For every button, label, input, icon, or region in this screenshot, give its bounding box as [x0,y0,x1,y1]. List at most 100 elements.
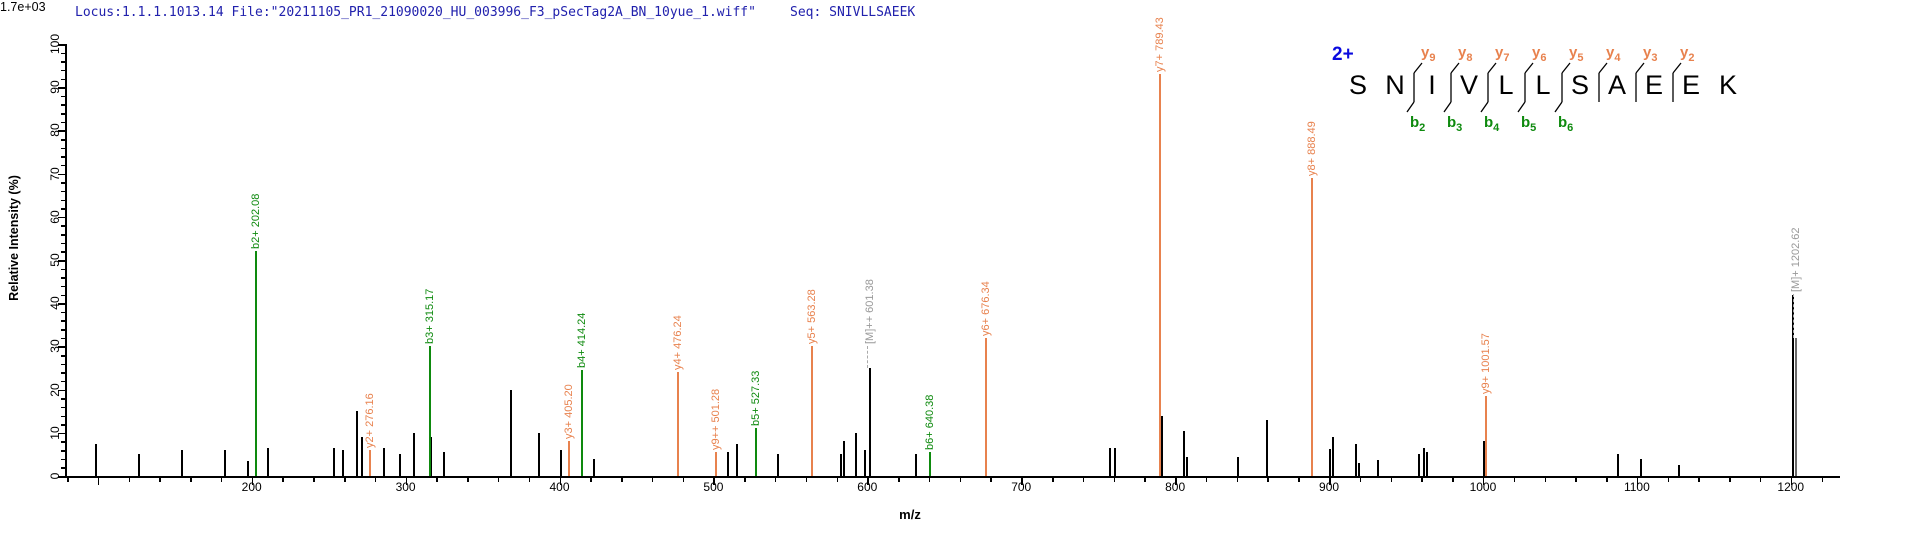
residue-letter: S [1570,70,1589,100]
peak-annotation-label: b6+ 640.38 [924,394,937,451]
y-major-tick [58,303,65,305]
x-minor-tick [1267,478,1269,482]
precursor-pointer-line [1792,293,1794,338]
x-minor-tick [898,478,900,482]
spectrum-peak-y4 [676,372,679,476]
peak-annotation-label: [M]+ 1202.62 [1789,227,1802,292]
spectrum-peak [864,450,867,476]
x-minor-tick [1359,478,1362,482]
y-minor-tick [61,61,65,63]
y-minor-tick [61,406,65,409]
spectrum-peak [1185,456,1188,476]
y-minor-tick [61,69,65,72]
spectrum-peak [223,450,226,476]
x-minor-tick [774,478,777,482]
y-minor-tick [61,251,65,253]
y-tick-label: 0 [48,472,62,480]
y-major-tick [58,476,65,478]
y-minor-tick [61,450,65,452]
x-major-tick [1790,478,1793,485]
residue-letter: V [1459,70,1478,100]
spectrum-peak [855,432,857,476]
x-major-tick [1482,478,1485,485]
residue-letter: L [1498,70,1514,100]
y-tick-label: 10 [48,426,62,440]
x-tick-label: 200 [241,480,262,494]
spectrum-peak [247,460,250,476]
y-minor-tick [61,95,65,98]
spectrum-peak-b6 [929,452,932,476]
y-minor-tick [61,190,65,193]
y-minor-tick [61,208,65,210]
spectrum-peak [267,447,270,476]
y-tick-label: 20 [48,382,62,397]
x-minor-tick [1729,478,1731,482]
peak-annotation-label: b2+ 202.08 [249,193,262,250]
spectrum-peak [1678,464,1681,476]
x-minor-tick [1390,478,1393,482]
x-major-tick [1329,478,1331,485]
y-minor-tick [61,355,65,357]
spectrum-peak [593,458,596,476]
spectrum-peak [382,447,385,476]
y-major-tick [58,346,65,348]
peak-annotation-label: y7+ 789.43 [1153,17,1166,73]
y-minor-tick [61,164,65,167]
peak-annotation-label: b4+ 414.24 [576,312,589,369]
peak-annotation-label: y9+ 1001.57 [1480,333,1493,395]
x-minor-tick [436,478,438,482]
spectrum-peak [1236,456,1239,476]
y-minor-tick [61,199,65,202]
x-tick-label: 900 [1319,480,1340,494]
locus-file-header: Locus:1.1.1.1013.14 File:"20211105_PR1_2… [75,5,756,20]
y-major-tick [58,87,65,89]
spectrum-peak-y9 [1485,396,1488,476]
y-minor-tick [61,285,65,288]
cleavage-marker [1554,62,1571,113]
cleavage-marker [1598,62,1608,102]
y-minor-tick [61,225,65,227]
y-tick-label: 90 [48,80,62,94]
y-minor-tick [61,441,65,443]
x-minor-tick [959,478,962,482]
x-tick-label: 1100 [1623,480,1650,494]
y-tick-label: 30 [48,339,62,354]
intensity-scale-max: 1.7e+03 [0,0,46,14]
spectrum-peak [360,437,363,476]
y-minor-tick [61,424,65,426]
spectrum-peak [736,443,739,476]
y-minor-tick [61,234,65,236]
x-minor-tick [805,478,808,482]
spectrum-peak [180,450,183,476]
x-tick-label: 800 [1165,480,1186,494]
y-major-tick [58,216,65,219]
spectrum-peak [356,411,359,476]
residue-letter: K [1718,70,1737,100]
b-ion-label: b2 [1410,114,1426,134]
cleavage-marker [1406,62,1423,113]
y-major-tick [58,389,65,392]
y-minor-tick [61,415,65,418]
y-major-tick [58,44,65,46]
spectrum-peak [442,452,445,476]
spectrum-peak [510,389,513,476]
y-minor-tick [61,320,65,322]
peak-annotation-label: y5+ 563.28 [805,289,818,345]
spectrum-peak-M+ [1794,337,1797,476]
spectrum-peak [1161,415,1164,476]
x-minor-tick [1205,478,1208,482]
spectrum-peak [1422,447,1425,476]
x-minor-tick [1667,478,1670,482]
x-minor-tick [1082,478,1085,482]
y-ion-label: y5 [1569,44,1584,64]
spectrum-peak [1265,419,1268,476]
peak-annotation-label: y2+ 276.16 [363,393,376,449]
peak-annotation-label: y9++ 501.28 [710,389,723,451]
x-tick-label: 300 [395,480,416,494]
cleavage-marker [1635,62,1645,102]
x-minor-tick [374,478,377,482]
x-tick-label: 500 [703,480,724,494]
y-ion-label: y7 [1495,44,1510,64]
x-tick-label: 1000 [1469,480,1497,494]
peak-annotation-label: y8+ 888.49 [1306,121,1319,176]
